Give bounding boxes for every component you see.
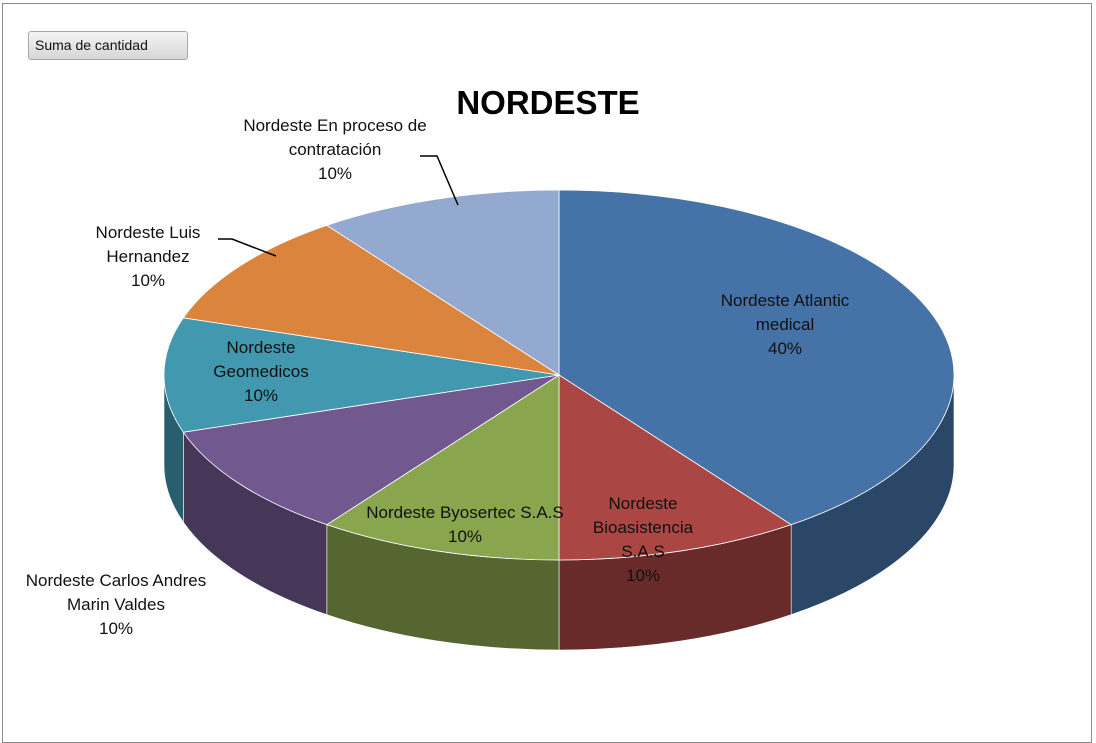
data-label: Nordeste Luis Hernandez 10% <box>76 221 221 293</box>
category-label: Nordeste En proceso de contratación <box>243 116 427 159</box>
category-label: Nordeste Carlos Andres Marin Valdes <box>25 571 207 614</box>
data-label: Nordeste Byosertec S.A.S 10% <box>365 501 565 549</box>
chart <box>163 155 955 651</box>
value-label: 10% <box>447 527 483 546</box>
category-label: Nordeste Geomedicos <box>213 338 309 381</box>
leader-line <box>218 238 277 257</box>
value-label: 10% <box>317 164 353 183</box>
data-label: Nordeste Geomedicos 10% <box>204 336 319 408</box>
category-label: Nordeste Byosertec S.A.S <box>366 503 564 522</box>
data-label: Nordeste Carlos Andres Marin Valdes 10% <box>24 569 209 641</box>
category-label: Nordeste Atlantic medical <box>720 291 850 334</box>
slice <box>325 189 560 376</box>
data-label: Nordeste En proceso de contratación 10% <box>233 114 438 186</box>
data-label: Nordeste Atlantic medical 40% <box>698 289 873 361</box>
category-label: Nordeste Bioasistencia S.A.S <box>592 494 694 561</box>
value-label: 10% <box>243 386 279 405</box>
slice <box>558 189 955 526</box>
value-label: 40% <box>767 339 803 358</box>
page: Suma de cantidad NORDESTE Nordeste Atlan… <box>2 3 1092 743</box>
value-label: 10% <box>98 619 134 638</box>
slice <box>325 374 560 561</box>
data-label: Nordeste Bioasistencia S.A.S 10% <box>583 492 703 588</box>
slice <box>182 374 560 526</box>
slice <box>558 374 793 561</box>
field-button[interactable]: Suma de cantidad <box>28 31 188 60</box>
slice <box>182 224 560 376</box>
category-label: Nordeste Luis Hernandez <box>95 223 201 266</box>
value-label: 10% <box>130 271 166 290</box>
leader-line <box>420 155 459 206</box>
pie <box>163 189 955 651</box>
value-label: 10% <box>625 566 661 585</box>
chart-title: NORDESTE <box>456 84 640 121</box>
slice <box>163 317 560 433</box>
